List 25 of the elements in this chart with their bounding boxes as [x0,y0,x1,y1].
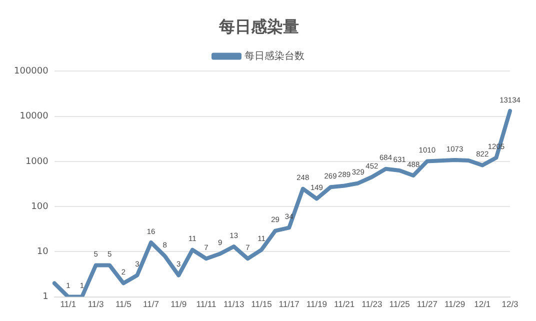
y-tick-label: 100000 [14,66,49,77]
x-tick-label: 12/3 [502,299,519,310]
x-tick-label: 11/27 [416,299,438,310]
y-tick-label: 1000 [25,156,49,167]
y-tick-label: 1 [42,292,48,302]
x-tick-label: 11/11 [196,299,217,310]
x-tick-label: 11/1 [60,299,76,310]
x-tick-label: 11/5 [115,299,132,310]
x-tick-label: 12/1 [474,299,491,310]
y-tick-label: 10000 [20,112,49,122]
x-tick-label: 11/23 [362,299,383,310]
x-tick-label: 11/25 [389,299,410,310]
x-tick-label: 11/3 [88,299,104,310]
y-tick-label: 100 [31,202,49,212]
x-tick-label: 11/15 [251,299,272,310]
x-tick-label: 11/13 [224,299,244,310]
x-tick-label: 11/9 [170,299,187,310]
y-tick-label: 10 [36,247,49,258]
legend-label: 每日感染台数 [244,50,304,62]
x-tick-label: 11/17 [278,299,300,310]
x-tick-label: 11/7 [143,299,160,310]
x-tick-label: 11/19 [306,299,328,310]
x-tick-label: 11/29 [444,299,466,310]
x-tick-label: 11/21 [334,299,355,310]
chart-title: 每日感染量 [218,16,299,36]
